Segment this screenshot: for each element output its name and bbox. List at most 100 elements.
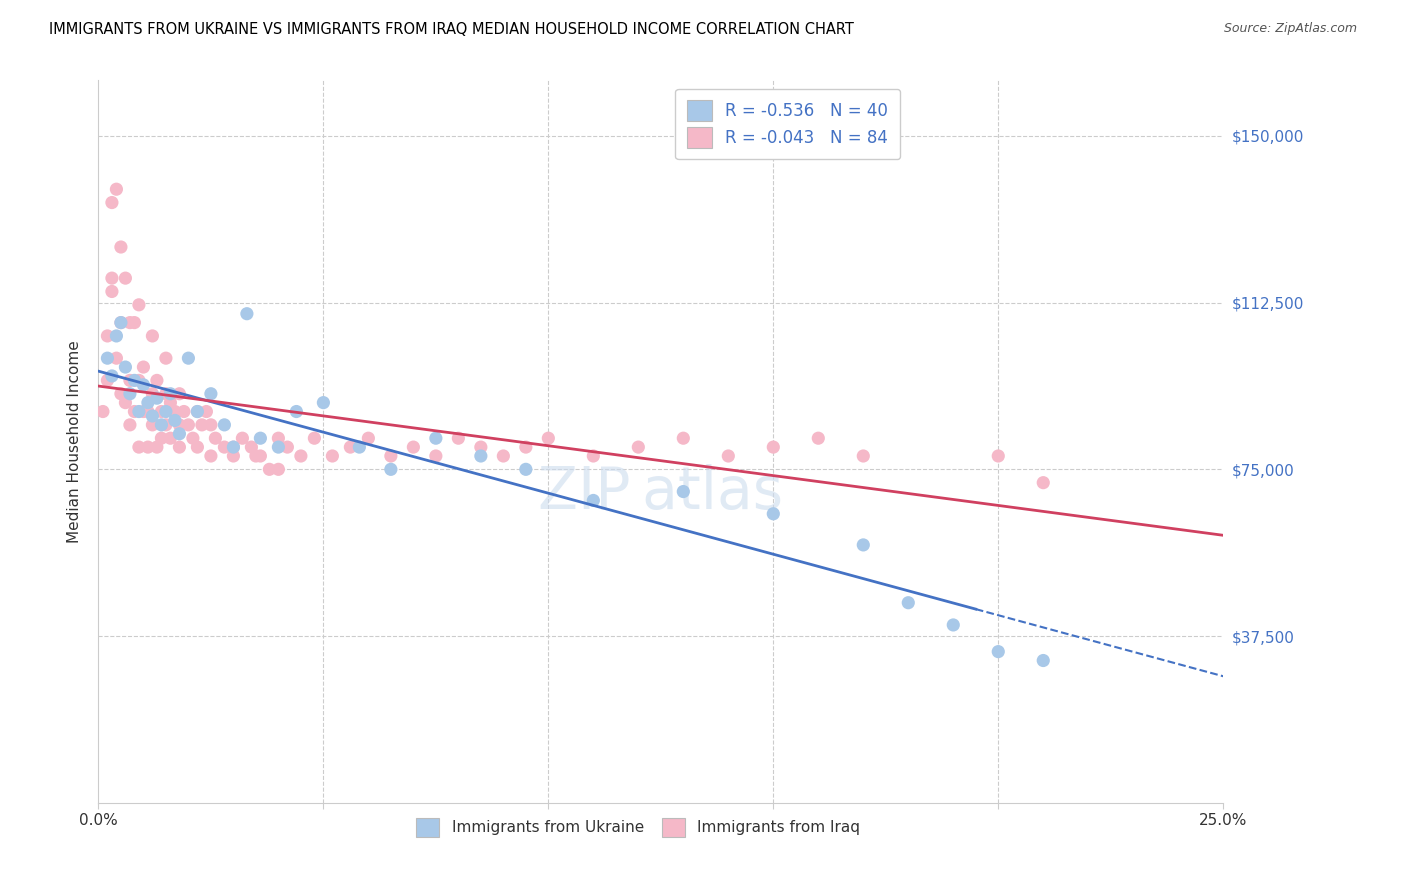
- Point: [141, 386, 163, 401]
- Point: [146, 373, 169, 387]
- Point: [249, 431, 271, 445]
- Point: [1032, 653, 1054, 667]
- Point: [169, 426, 191, 441]
- Point: [762, 507, 785, 521]
- Point: [169, 386, 191, 401]
- Point: [380, 462, 402, 476]
- Point: [136, 395, 159, 409]
- Text: ZIP atlas: ZIP atlas: [538, 464, 783, 521]
- Point: [200, 417, 222, 432]
- Point: [110, 316, 132, 330]
- Point: [339, 440, 361, 454]
- Point: [672, 484, 695, 499]
- Point: [762, 440, 785, 454]
- Point: [136, 404, 159, 418]
- Point: [141, 409, 163, 423]
- Point: [214, 417, 236, 432]
- Point: [200, 386, 222, 401]
- Point: [101, 285, 124, 299]
- Point: [717, 449, 740, 463]
- Point: [101, 195, 124, 210]
- Point: [105, 182, 128, 196]
- Point: [321, 449, 343, 463]
- Point: [118, 386, 141, 401]
- Point: [105, 329, 128, 343]
- Point: [267, 431, 290, 445]
- Point: [150, 417, 173, 432]
- Point: [515, 440, 537, 454]
- Point: [118, 316, 141, 330]
- Point: [169, 440, 191, 454]
- Text: Source: ZipAtlas.com: Source: ZipAtlas.com: [1223, 22, 1357, 36]
- Point: [114, 271, 136, 285]
- Y-axis label: Median Household Income: Median Household Income: [67, 340, 83, 543]
- Point: [304, 431, 326, 445]
- Point: [285, 404, 308, 418]
- Point: [105, 351, 128, 366]
- Point: [537, 431, 560, 445]
- Point: [267, 440, 290, 454]
- Point: [897, 596, 920, 610]
- Point: [141, 329, 163, 343]
- Point: [236, 307, 259, 321]
- Point: [114, 395, 136, 409]
- Point: [128, 404, 150, 418]
- Point: [222, 440, 245, 454]
- Point: [118, 417, 141, 432]
- Point: [159, 431, 181, 445]
- Point: [110, 316, 132, 330]
- Point: [177, 351, 200, 366]
- Point: [852, 449, 875, 463]
- Point: [204, 431, 226, 445]
- Point: [91, 404, 114, 418]
- Point: [128, 298, 150, 312]
- Point: [146, 440, 169, 454]
- Point: [470, 440, 492, 454]
- Point: [110, 240, 132, 254]
- Point: [155, 404, 177, 418]
- Point: [163, 413, 186, 427]
- Point: [159, 386, 181, 401]
- Point: [425, 449, 447, 463]
- Point: [96, 351, 118, 366]
- Point: [124, 316, 146, 330]
- Point: [852, 538, 875, 552]
- Point: [146, 391, 169, 405]
- Point: [267, 462, 290, 476]
- Point: [987, 645, 1010, 659]
- Point: [425, 431, 447, 445]
- Point: [492, 449, 515, 463]
- Point: [177, 417, 200, 432]
- Point: [214, 440, 236, 454]
- Point: [402, 440, 425, 454]
- Point: [470, 449, 492, 463]
- Point: [118, 373, 141, 387]
- Point: [141, 417, 163, 432]
- Point: [245, 449, 267, 463]
- Point: [290, 449, 312, 463]
- Point: [357, 431, 380, 445]
- Point: [181, 431, 204, 445]
- Point: [155, 417, 177, 432]
- Point: [150, 404, 173, 418]
- Point: [582, 493, 605, 508]
- Point: [132, 360, 155, 375]
- Point: [110, 386, 132, 401]
- Point: [672, 431, 695, 445]
- Point: [186, 404, 208, 418]
- Point: [807, 431, 830, 445]
- Point: [200, 449, 222, 463]
- Point: [114, 360, 136, 375]
- Point: [222, 449, 245, 463]
- Point: [128, 440, 150, 454]
- Point: [101, 368, 124, 383]
- Point: [240, 440, 263, 454]
- Point: [128, 373, 150, 387]
- Point: [380, 449, 402, 463]
- Point: [124, 373, 146, 387]
- Point: [627, 440, 650, 454]
- Point: [447, 431, 470, 445]
- Point: [249, 449, 271, 463]
- Legend: Immigrants from Ukraine, Immigrants from Iraq: Immigrants from Ukraine, Immigrants from…: [408, 809, 869, 846]
- Point: [96, 373, 118, 387]
